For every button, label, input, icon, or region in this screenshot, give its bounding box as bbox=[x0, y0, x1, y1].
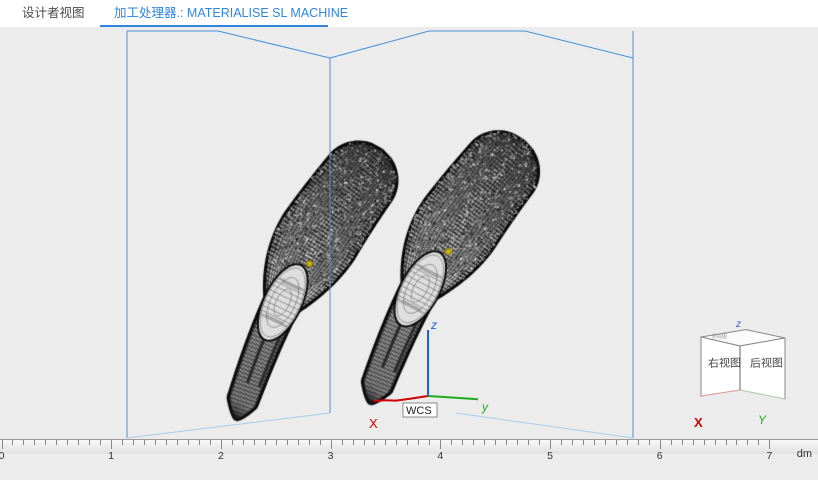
svg-text:后视图: 后视图 bbox=[750, 355, 783, 370]
svg-text:俯视图: 俯视图 bbox=[712, 333, 727, 340]
svg-text:X: X bbox=[369, 416, 378, 431]
svg-text:z: z bbox=[430, 318, 437, 332]
svg-text:右视图: 右视图 bbox=[708, 355, 741, 370]
svg-text:Y: Y bbox=[758, 413, 767, 427]
svg-text:y: y bbox=[481, 400, 489, 414]
svg-text:WCS: WCS bbox=[406, 405, 432, 417]
svg-text:z: z bbox=[735, 319, 741, 330]
svg-text:X: X bbox=[694, 415, 703, 430]
